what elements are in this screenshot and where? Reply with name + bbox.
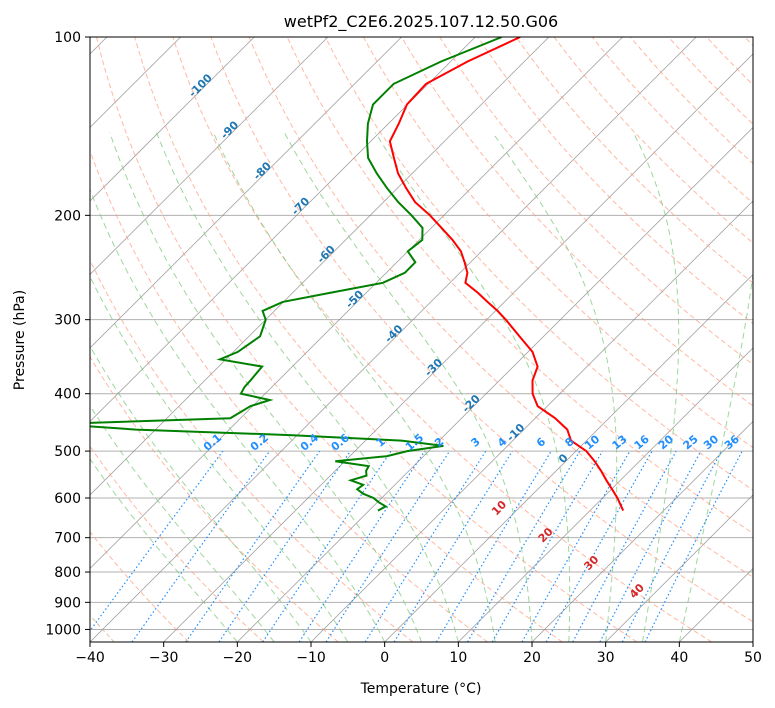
moist-adiabat-line bbox=[109, 132, 422, 642]
dry-adiabat-line bbox=[90, 149, 488, 642]
dry-adiabat-line bbox=[286, 37, 753, 534]
y-tick-label: 1000 bbox=[45, 622, 81, 638]
mixing-ratio-line bbox=[545, 450, 653, 642]
y-tick-label: 500 bbox=[54, 444, 81, 460]
temperature-profile bbox=[388, 37, 625, 512]
mixing-ratio-line bbox=[393, 450, 513, 642]
dry-adiabat-line bbox=[210, 37, 753, 623]
x-tick-label: −30 bbox=[149, 650, 179, 666]
x-tick-label: 10 bbox=[449, 650, 467, 666]
x-tick-label: −40 bbox=[75, 650, 105, 666]
isotherm-line bbox=[90, 37, 329, 275]
dry-adiabat-line bbox=[172, 37, 712, 642]
y-tick-label: 700 bbox=[54, 531, 81, 547]
x-tick-label: 40 bbox=[670, 650, 688, 666]
y-tick-label: 200 bbox=[54, 208, 81, 224]
moist-adiabat-line bbox=[678, 270, 753, 642]
moist-adiabat-line bbox=[212, 132, 496, 642]
dry-adiabat-line bbox=[324, 37, 753, 491]
y-tick-label: 400 bbox=[54, 387, 81, 403]
mixing-ratio-line bbox=[572, 450, 677, 642]
dry-adiabat-line bbox=[477, 37, 753, 325]
y-tick-label: 100 bbox=[54, 30, 81, 46]
isotherm-line bbox=[90, 37, 402, 349]
mixing-ratio-line bbox=[298, 450, 426, 642]
plot-area: -100-90-80-70-60-50-40-30-20-1000.1 0.2 0.… bbox=[90, 37, 753, 642]
axes-frame bbox=[89, 36, 754, 643]
moist-adiabat-line bbox=[374, 132, 571, 642]
x-tick-label: 30 bbox=[597, 650, 615, 666]
dry-adiabat-line bbox=[134, 37, 638, 642]
y-tick-label: 900 bbox=[54, 595, 81, 611]
moist-adiabat-line bbox=[90, 458, 238, 642]
mixing-ratio-line bbox=[131, 450, 271, 642]
dry-adiabat-line bbox=[90, 531, 190, 642]
mixing-ratio-line bbox=[644, 450, 743, 642]
mixing-ratio-line bbox=[90, 450, 224, 632]
mixing-ratio-line bbox=[325, 450, 451, 642]
axis-ticks: −40 −30 −20 −10 0 10 20 30 40 50 100 200 300 400 500 60… bbox=[45, 30, 762, 666]
y-tick-label: 800 bbox=[54, 565, 81, 581]
dry-adiabat-line bbox=[90, 355, 339, 642]
isotherm-line bbox=[90, 37, 476, 423]
y-tick-label: 600 bbox=[54, 491, 81, 507]
dry-adiabat-line bbox=[362, 37, 753, 449]
mixing-ratio-line bbox=[218, 450, 351, 642]
mixing-ratio-line bbox=[521, 450, 631, 642]
x-tick-label: 0 bbox=[380, 650, 389, 666]
moist-adiabat-line bbox=[90, 275, 349, 642]
x-tick-label: 20 bbox=[523, 650, 541, 666]
isotherm-line bbox=[90, 37, 623, 570]
chart-title: wetPf2_C2E6.2025.107.12.50.G06 bbox=[284, 12, 558, 32]
moist-adiabat-line bbox=[632, 132, 680, 642]
mixing-ratio-line bbox=[364, 450, 487, 642]
mixing-ratio-line bbox=[262, 450, 392, 642]
x-tick-label: 50 bbox=[744, 650, 762, 666]
dry-adiabat-line bbox=[90, 259, 414, 642]
moist-adiabat-line bbox=[90, 404, 275, 642]
moist-adiabat-line bbox=[156, 132, 459, 642]
isotherm-line bbox=[458, 347, 753, 642]
y-tick-label: 300 bbox=[54, 313, 81, 329]
dry-adiabat-line bbox=[248, 37, 753, 578]
x-axis-label: Temperature (°C) bbox=[360, 681, 482, 697]
isotherm-line bbox=[90, 37, 550, 496]
dry-adiabat-line bbox=[96, 37, 563, 642]
isotherm-line bbox=[384, 273, 753, 642]
dewpoint-profile bbox=[90, 37, 503, 512]
moist-adiabat-line bbox=[283, 132, 533, 642]
isotherm-line bbox=[605, 494, 753, 642]
x-tick-label: −20 bbox=[223, 650, 253, 666]
isotherm-line bbox=[531, 420, 753, 642]
y-axis-label: Pressure (hPa) bbox=[12, 290, 28, 390]
isotherm-line bbox=[237, 126, 753, 642]
isotherm-line bbox=[90, 37, 255, 202]
dry-adiabat-line bbox=[401, 37, 753, 407]
moist-adiabat-line bbox=[90, 188, 386, 642]
dry-adiabat-line bbox=[591, 37, 753, 204]
mixing-ratio-line bbox=[185, 450, 321, 642]
isotherm-line bbox=[163, 53, 753, 642]
dry-adiabat-line bbox=[553, 37, 753, 244]
x-tick-label: −10 bbox=[296, 650, 326, 666]
dry-adiabat-line bbox=[439, 37, 753, 366]
